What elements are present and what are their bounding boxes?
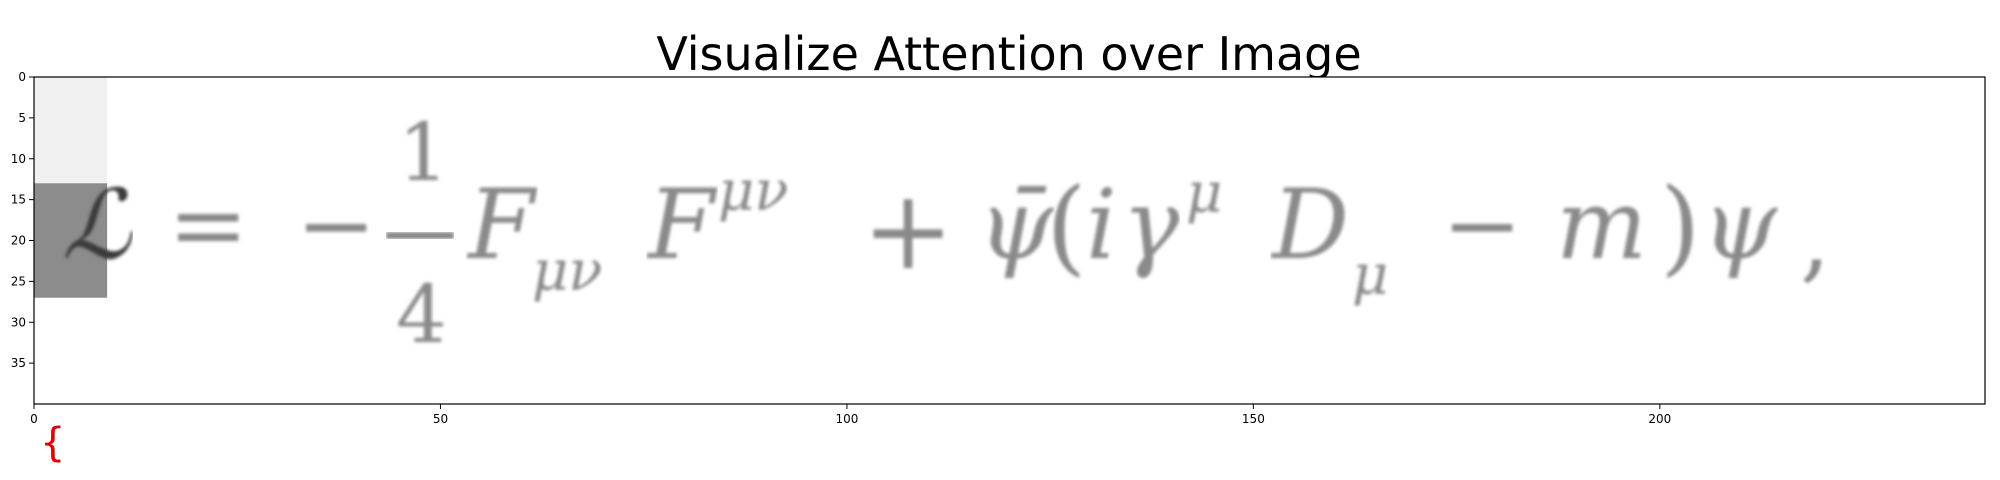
y-axis: 0 5 10 15 20 25 30 35 <box>11 70 34 370</box>
formula-d-subscript: μ <box>1352 243 1388 308</box>
x-tick-label: 150 <box>1242 412 1265 426</box>
x-tick-label: 50 <box>433 412 448 426</box>
x-tick-label: 0 <box>30 412 38 426</box>
formula-f-lower-subscript: μν <box>532 239 602 304</box>
formula-minus-2: − <box>1442 169 1522 281</box>
formula-close-paren: ) <box>1660 165 1701 287</box>
formula-f-upper-superscript: μν <box>718 159 788 224</box>
x-axis: 0 50 100 150 200 <box>30 404 1671 426</box>
y-tick-label: 15 <box>11 193 26 207</box>
formula-open-paren: ( <box>1046 165 1087 287</box>
y-tick-label: 0 <box>18 70 26 84</box>
formula-comma: , <box>1800 181 1831 293</box>
formula-gamma: γ <box>1122 169 1180 281</box>
formula-gamma-superscript: μ <box>1186 161 1222 226</box>
formula-fraction-numerator: 1 <box>398 106 449 199</box>
formula-i: i <box>1086 169 1117 281</box>
formula-lagrangian: ℒ <box>62 169 133 281</box>
y-tick-label: 10 <box>11 152 26 166</box>
attention-cell <box>34 77 108 184</box>
formula-fraction-bar <box>386 232 454 239</box>
y-tick-label: 5 <box>18 111 26 125</box>
formula-psi-bar: ψ̄ <box>978 169 1055 281</box>
formula-image: ℒ = − 1 4 F μν F μν + ψ̄ ( i γ μ D μ − m… <box>62 106 1831 361</box>
attention-overlay <box>34 77 108 298</box>
image-area <box>34 77 1985 404</box>
formula-f-upper: F <box>646 169 718 281</box>
predicted-token: { <box>40 420 65 466</box>
y-tick-label: 20 <box>11 234 26 248</box>
formula-equals: = <box>168 169 248 281</box>
formula-psi: ψ <box>1702 169 1779 281</box>
y-tick-label: 25 <box>11 274 26 288</box>
x-tick-label: 100 <box>835 412 858 426</box>
attention-cell <box>34 183 108 298</box>
y-tick-label: 30 <box>11 315 26 329</box>
y-tick-label: 35 <box>11 356 26 370</box>
x-tick-label: 200 <box>1648 412 1671 426</box>
formula-minus: − <box>296 169 376 281</box>
formula-m: m <box>1556 169 1647 281</box>
formula-plus: + <box>862 166 954 294</box>
formula-f-lower: F <box>466 169 538 281</box>
formula-d: D <box>1270 169 1349 281</box>
figure-title: Visualize Attention over Image <box>656 27 1361 81</box>
formula-fraction-denominator: 4 <box>396 268 447 361</box>
